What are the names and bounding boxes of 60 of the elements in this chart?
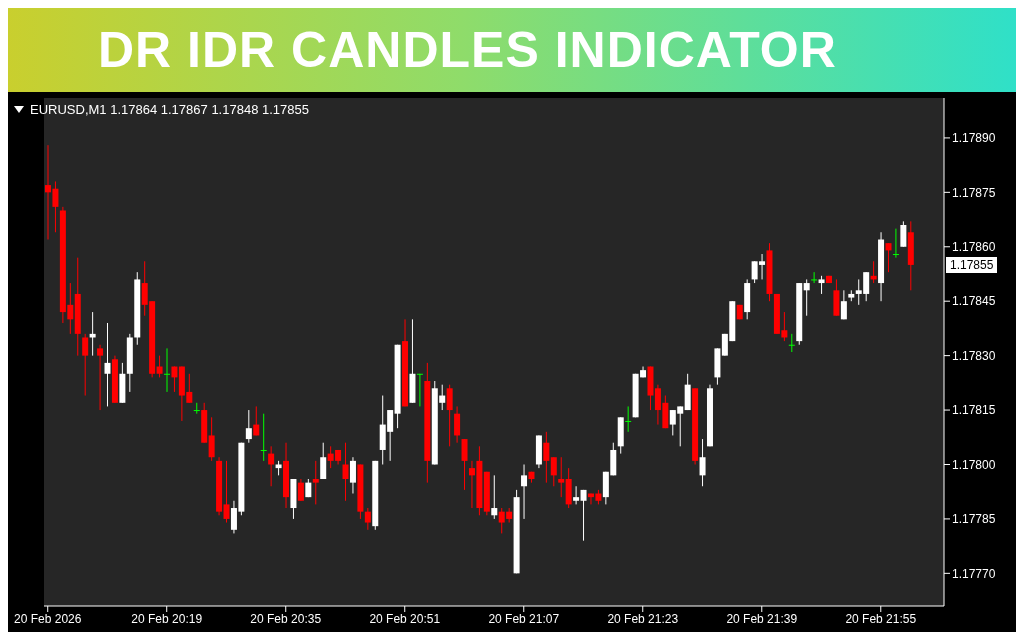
x-tick-label: 20 Feb 20:51 bbox=[369, 611, 441, 626]
chart-subtitle: EURUSD,M1 1.17864 1.17867 1.17848 1.17855 bbox=[30, 102, 309, 117]
candlestick bbox=[208, 416, 215, 462]
candlestick bbox=[312, 460, 319, 505]
y-tick-label: 1.17770 bbox=[952, 566, 996, 581]
candlestick bbox=[171, 366, 178, 393]
candlestick bbox=[521, 463, 528, 520]
candlestick bbox=[461, 438, 468, 491]
candlestick bbox=[625, 405, 632, 433]
candlestick bbox=[97, 344, 104, 411]
x-tick-label: 20 Feb 20:19 bbox=[131, 611, 203, 626]
candlestick bbox=[454, 405, 461, 444]
candlestick bbox=[885, 242, 892, 273]
candlestick bbox=[573, 485, 580, 505]
candlestick bbox=[104, 322, 111, 407]
candlestick bbox=[260, 413, 267, 462]
candlestick bbox=[550, 456, 557, 487]
x-tick-label: 20 Feb 21:55 bbox=[845, 611, 917, 626]
candlestick bbox=[82, 333, 89, 397]
y-tick-label: 1.17830 bbox=[952, 348, 996, 363]
text: 1.17855 bbox=[946, 256, 998, 273]
candlestick bbox=[558, 456, 565, 498]
candlestick bbox=[543, 431, 550, 484]
candlestick bbox=[320, 442, 327, 480]
y-tick-label: 1.17890 bbox=[952, 131, 996, 146]
candlestick bbox=[164, 347, 171, 393]
candlestick bbox=[416, 373, 423, 407]
x-tick-label: 20 Feb 21:39 bbox=[726, 611, 798, 626]
y-tick-label: 1.17800 bbox=[952, 457, 996, 472]
candlestick bbox=[349, 456, 356, 495]
y-tick-label: 1.17785 bbox=[952, 512, 996, 527]
x-tick-label: 20 Feb 20:35 bbox=[250, 611, 322, 626]
y-tick-label: 1.17860 bbox=[952, 240, 996, 255]
x-tick-label: 20 Feb 21:23 bbox=[607, 611, 679, 626]
candlestick bbox=[491, 474, 498, 520]
candlestick bbox=[253, 405, 260, 436]
candlestick bbox=[364, 507, 371, 531]
candlestick bbox=[803, 278, 810, 317]
y-tick-label: 1.17815 bbox=[952, 403, 996, 418]
candlestick bbox=[818, 275, 825, 295]
candlestick bbox=[840, 289, 847, 320]
chart-title: DR IDR CANDLES INDICATOR bbox=[98, 21, 837, 79]
candlestick bbox=[193, 402, 200, 415]
candlestick bbox=[446, 384, 453, 447]
candlestick bbox=[245, 409, 252, 444]
candlestick bbox=[788, 333, 795, 353]
candlestick bbox=[297, 478, 304, 502]
y-tick-label: 1.17845 bbox=[952, 294, 996, 309]
candlestick bbox=[156, 355, 163, 378]
candlestick bbox=[699, 438, 706, 487]
candlestick bbox=[268, 445, 275, 487]
candlestick bbox=[342, 442, 349, 502]
candlestick bbox=[892, 228, 899, 259]
candlestick bbox=[580, 489, 587, 542]
candlestick bbox=[811, 271, 818, 284]
y-tick-label: 1.17875 bbox=[952, 185, 996, 200]
x-tick-label: 20 Feb 2026 bbox=[14, 611, 82, 626]
x-tick-label: 20 Feb 21:07 bbox=[488, 611, 560, 626]
candlestick bbox=[900, 220, 907, 248]
candlestick bbox=[223, 460, 230, 524]
